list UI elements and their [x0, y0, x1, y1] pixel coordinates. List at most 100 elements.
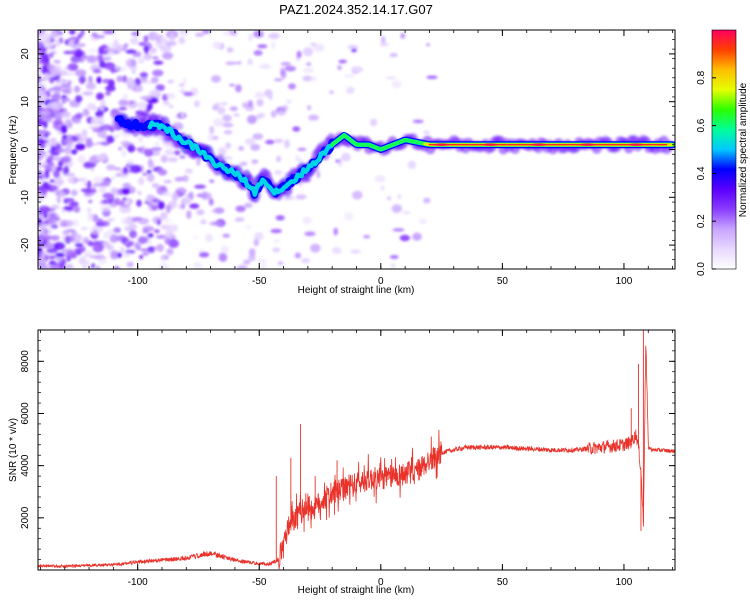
spectrogram-noise-blob [138, 135, 144, 143]
spectrogram-noise-blob [125, 77, 135, 87]
spectrogram-noise-blob [400, 32, 406, 39]
spectrogram-noise-blob [308, 114, 319, 121]
spectrogram-noise-blob [107, 218, 115, 222]
spectrogram-noise-blob [97, 110, 103, 114]
snr-y-tick-label: 6000 [20, 402, 31, 425]
spectrogram-noise-blob [351, 66, 363, 73]
spectrogram-noise-blob [69, 201, 79, 207]
spectrogram-noise-blob [45, 208, 56, 212]
spectrogram-noise-blob [337, 64, 342, 71]
spectrogram-noise-blob [47, 102, 59, 109]
spectrogram-noise-blob [222, 114, 232, 122]
spectrogram-noise-blob [66, 250, 77, 259]
spectrogram-noise-blob [129, 223, 137, 231]
spectrogram-noise-blob [151, 76, 159, 84]
spectrogram-noise-blob [53, 170, 61, 178]
spectrogram-noise-blob [200, 219, 207, 225]
spectrogram-noise-blob [238, 146, 245, 151]
spectrogram-noise-blob [38, 139, 49, 144]
spectrogram-noise-blob [122, 253, 131, 258]
spectrogram-noise-blob [95, 265, 100, 269]
spectrogram-noise-blob [87, 241, 95, 247]
spectrogram-noise-blob [385, 76, 396, 80]
spectrogram-noise-blob [50, 30, 61, 34]
spectrogram-noise-blob [80, 226, 89, 231]
spectrogram-noise-blob [166, 248, 174, 256]
spectrogram-noise-blob [265, 139, 275, 145]
spectrogram-y-tick-label: -20 [20, 237, 31, 252]
spectrogram-noise-blob [42, 42, 54, 49]
spectrogram-noise-blob [50, 32, 60, 38]
spectrogram-noise-blob [44, 252, 55, 256]
spectrogram-noise-blob [167, 157, 179, 163]
spectrogram-noise-blob [211, 135, 219, 140]
spectrogram-noise-blob [219, 102, 228, 106]
spectrogram-noise-blob [389, 52, 398, 58]
spectrogram-noise-blob [67, 80, 72, 86]
spectrogram-noise-blob [127, 144, 136, 153]
spectrogram-noise-blob [351, 48, 357, 53]
spectrogram-noise-blob [264, 89, 273, 97]
spectrogram-noise-blob [392, 228, 405, 232]
spectrogram-noise-blob [226, 47, 234, 53]
spectrogram-noise-blob [133, 35, 139, 45]
spectrogram-noise-blob [55, 79, 63, 88]
spectrogram-noise-blob [43, 113, 48, 122]
spectrogram-noise-blob [127, 159, 135, 166]
spectrogram-noise-blob [97, 54, 104, 62]
spectrogram-noise-blob [75, 95, 83, 103]
spectrogram-noise-blob [155, 39, 162, 48]
spectrogram-noise-blob [103, 231, 110, 240]
spectrogram-noise-blob [338, 158, 343, 167]
spectrogram-noise-blob [67, 177, 75, 183]
spectrogram-noise-blob [137, 101, 148, 110]
spectrogram-noise-blob [121, 187, 131, 195]
spectrogram-noise-blob [98, 260, 108, 264]
spectrogram-noise-blob [86, 207, 92, 214]
spectrogram-noise-blob [73, 205, 81, 213]
spectrogram-noise-blob [52, 119, 64, 126]
spectrogram-noise-blob [389, 255, 399, 259]
spectrogram-noise-blob [210, 209, 218, 213]
spectrogram-noise-blob [276, 155, 281, 163]
spectrogram-noise-blob [95, 155, 107, 161]
spectrogram-noise-blob [86, 180, 92, 190]
spectrogram-noise-blob [125, 243, 131, 248]
spectrogram-noise-blob [151, 56, 160, 60]
spectrogram-noise-blob [310, 243, 321, 253]
spectrogram-noise-blob [146, 173, 155, 183]
spectrogram-noise-blob [423, 197, 431, 204]
spectrogram-noise-blob [74, 85, 81, 94]
snr-series-line [38, 345, 675, 570]
spectrogram-noise-blob [137, 236, 148, 245]
spectrogram-noise-blob [102, 241, 111, 247]
spectrogram-noise-blob [163, 180, 172, 184]
spectrogram-noise-blob [74, 69, 87, 77]
spectrogram-noise-blob [106, 64, 115, 71]
spectrogram-noise-blob [38, 252, 42, 259]
spectrogram-noise-blob [50, 204, 60, 210]
spectrogram-noise-blob [151, 198, 161, 203]
spectrogram-noise-blob [82, 91, 94, 96]
spectrogram-noise-blob [53, 148, 66, 154]
spectrogram-noise-blob [121, 217, 127, 225]
spectrogram-noise-blob [70, 189, 78, 197]
spectrogram-noise-blob [155, 234, 167, 239]
spectrogram-noise-blob [246, 115, 257, 124]
spectrogram-noise-blob [49, 68, 61, 76]
spectrogram-noise-blob [100, 124, 112, 131]
spectrogram-noise-blob [316, 170, 321, 179]
spectrogram-noise-blob [99, 185, 107, 194]
spectrogram-noise-blob [193, 100, 200, 108]
spectrogram-noise-blob [100, 141, 111, 146]
spectrogram-noise-blob [391, 80, 403, 89]
spectrogram-noise-blob [107, 79, 115, 88]
colorbar-tick-label: 0.0 [696, 262, 707, 276]
spectrogram-noise-blob [302, 67, 315, 73]
spectrogram-noise-blob [38, 150, 50, 159]
spectrogram-noise-blob [257, 44, 268, 49]
spectrogram-noise-blob [146, 105, 151, 113]
spectrogram-noise-blob [346, 86, 355, 94]
spectrogram-noise-blob [407, 160, 417, 169]
spectrogram-noise-blob [174, 176, 184, 182]
